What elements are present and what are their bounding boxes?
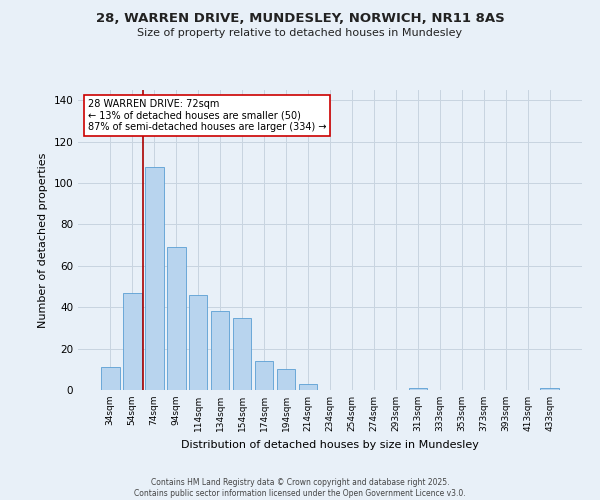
Bar [167,247,185,390]
Text: Contains HM Land Registry data © Crown copyright and database right 2025.
Contai: Contains HM Land Registry data © Crown c… [134,478,466,498]
X-axis label: Distribution of detached houses by size in Mundesley: Distribution of detached houses by size … [181,440,479,450]
Bar [541,388,559,390]
Text: 28 WARREN DRIVE: 72sqm
← 13% of detached houses are smaller (50)
87% of semi-det: 28 WARREN DRIVE: 72sqm ← 13% of detached… [88,99,326,132]
Bar [277,370,295,390]
Bar [299,384,317,390]
Bar [211,312,229,390]
Bar [145,166,164,390]
Y-axis label: Number of detached properties: Number of detached properties [38,152,48,328]
Bar [409,388,427,390]
Bar [189,295,208,390]
Bar [233,318,251,390]
Text: 28, WARREN DRIVE, MUNDESLEY, NORWICH, NR11 8AS: 28, WARREN DRIVE, MUNDESLEY, NORWICH, NR… [95,12,505,26]
Text: Size of property relative to detached houses in Mundesley: Size of property relative to detached ho… [137,28,463,38]
Bar [101,367,119,390]
Bar [255,361,274,390]
Bar [123,293,142,390]
